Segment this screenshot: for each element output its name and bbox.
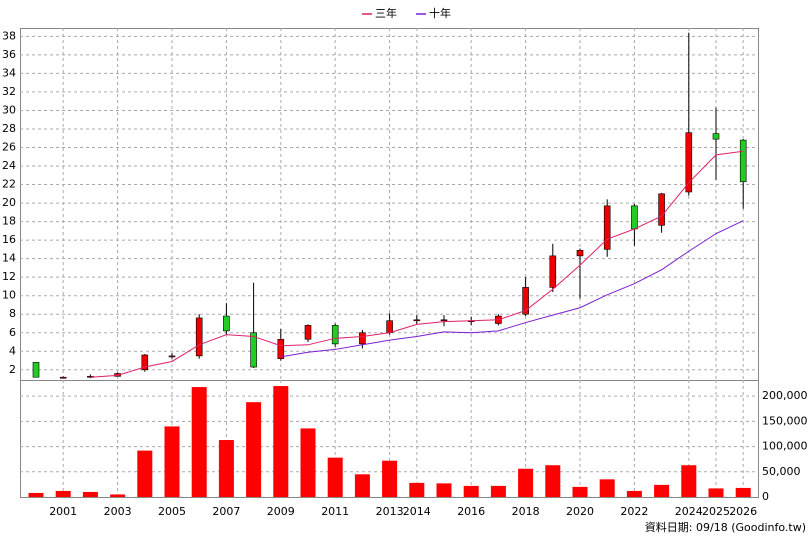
footnote: 資料日期: 09/18 (Goodinfo.tw) [645, 520, 806, 534]
candle-body [440, 319, 448, 322]
x-tick-label: 2003 [104, 505, 132, 518]
candle-body [32, 362, 40, 378]
candle-body [522, 287, 529, 315]
candle-body [304, 325, 312, 340]
y2-tick-label: 200,000 [762, 389, 808, 402]
candle-body [331, 325, 339, 345]
candle-body [59, 376, 67, 379]
volume-bar [137, 450, 153, 497]
candle-body [223, 315, 230, 332]
candle-body [576, 250, 584, 257]
volume-bar [572, 486, 588, 497]
x-tick-label: 2016 [457, 505, 485, 518]
y-tick-label: 10 [2, 289, 16, 302]
volume-bar [300, 428, 316, 497]
y-tick-label: 34 [2, 66, 16, 79]
volume-bar [164, 426, 180, 497]
y-tick-label: 14 [2, 252, 16, 265]
y2-tick-label: 100,000 [762, 440, 808, 453]
volume-bar [599, 479, 615, 497]
candle-body [658, 193, 665, 226]
volume-bar [490, 485, 506, 497]
volume-bar [354, 474, 370, 497]
candle-body [631, 205, 638, 230]
x-tick-label: 2007 [212, 505, 240, 518]
x-tick-label: 2001 [49, 505, 77, 518]
volume-bar [708, 488, 724, 497]
volume-bar [626, 490, 642, 497]
y-tick-label: 26 [2, 140, 16, 153]
volume-bar [82, 491, 98, 497]
volume-bar [735, 487, 751, 497]
volume-bar [681, 465, 697, 497]
x-tick-label: 2011 [321, 505, 349, 518]
x-tick-label: 2018 [512, 505, 540, 518]
x-tick-label: 2026 [729, 505, 757, 518]
candle-body [739, 139, 747, 183]
ma-line [280, 220, 744, 358]
volume-bar [409, 482, 425, 497]
ma-line [90, 150, 744, 378]
volume-bar [110, 494, 126, 497]
x-tick-label: 2014 [403, 505, 431, 518]
volume-bar [545, 465, 561, 497]
y-tick-label: 2 [9, 363, 16, 376]
candle-body [603, 205, 611, 250]
candle-body [277, 338, 285, 359]
candle-body [685, 132, 693, 193]
volume-bar [246, 402, 262, 497]
candle-body [549, 255, 557, 288]
x-tick-label: 2024 [675, 505, 703, 518]
y-tick-label: 38 [2, 29, 16, 42]
y-tick-label: 20 [2, 196, 16, 209]
candle-body [250, 332, 257, 368]
volume-bar [518, 468, 534, 497]
legend-label: 三年 [375, 6, 397, 20]
volume-bar [55, 490, 71, 497]
candle-body [168, 355, 176, 358]
y2-tick-label: 150,000 [762, 414, 808, 427]
volume-bar [382, 460, 398, 497]
volume-bar [436, 483, 452, 497]
candle-body [413, 319, 421, 322]
candle-body [386, 320, 393, 334]
y2-tick-label: 50,000 [762, 465, 801, 478]
y-tick-label: 36 [2, 48, 16, 61]
y-tick-label: 6 [9, 326, 16, 339]
y-tick-label: 12 [2, 270, 16, 283]
y-tick-label: 8 [9, 307, 16, 320]
y-tick-label: 4 [9, 344, 16, 357]
y-tick-label: 24 [2, 159, 16, 172]
volume-bar [654, 484, 670, 497]
x-tick-label: 2022 [620, 505, 648, 518]
y-tick-label: 16 [2, 233, 16, 246]
x-tick-label: 2020 [566, 505, 594, 518]
candle-body [195, 317, 203, 357]
y-tick-label: 30 [2, 103, 16, 116]
legend-label: 十年 [429, 6, 451, 20]
x-tick-label: 2005 [158, 505, 186, 518]
volume-bar [191, 387, 207, 497]
y2-tick-label: 0 [762, 490, 769, 503]
candle-body [359, 332, 366, 345]
y-tick-label: 28 [2, 122, 16, 135]
volume-bar [327, 457, 343, 497]
volume-bar [463, 485, 479, 497]
y-tick-label: 18 [2, 215, 16, 228]
y-tick-label: 32 [2, 85, 16, 98]
candle-body [712, 133, 720, 140]
candle-body [141, 354, 149, 371]
volume-bar [273, 386, 289, 497]
x-tick-label: 2013 [376, 505, 404, 518]
volume-bar [28, 492, 44, 497]
x-tick-label: 2025 [702, 505, 730, 518]
y-tick-label: 22 [2, 178, 16, 191]
x-tick-label: 2009 [267, 505, 295, 518]
volume-bar [218, 440, 234, 497]
